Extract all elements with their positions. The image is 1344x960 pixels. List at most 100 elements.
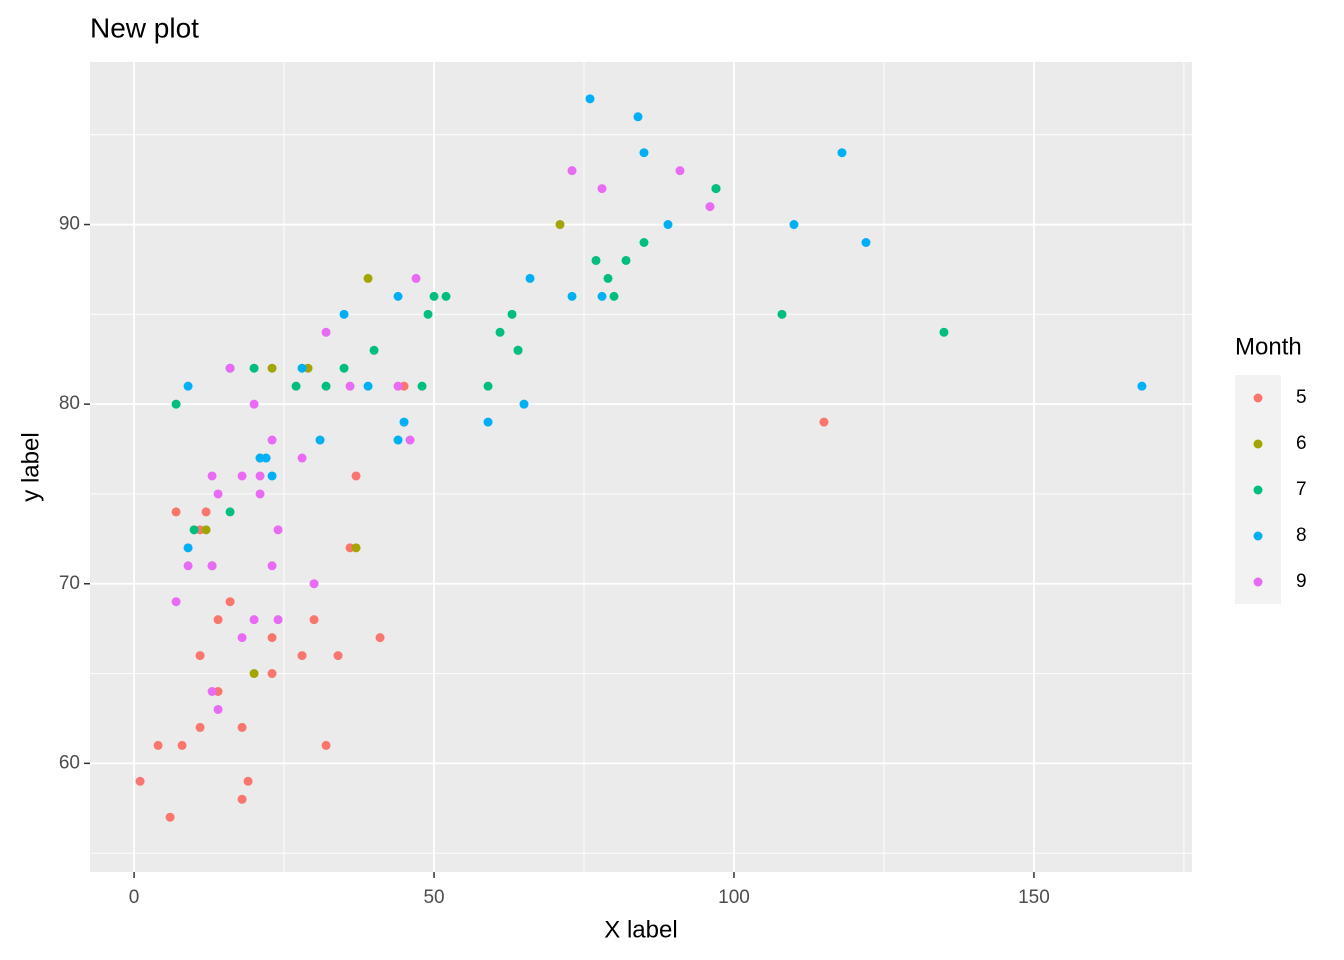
point bbox=[519, 399, 529, 409]
point bbox=[423, 309, 433, 319]
point bbox=[237, 471, 247, 481]
point bbox=[351, 471, 361, 481]
point bbox=[195, 651, 205, 661]
legend-marker bbox=[1253, 531, 1263, 541]
x-tick-label: 0 bbox=[129, 887, 140, 908]
legend-marker bbox=[1253, 577, 1263, 587]
point bbox=[675, 166, 685, 176]
point bbox=[321, 740, 331, 750]
point bbox=[369, 345, 379, 355]
x-tick-label: 150 bbox=[1018, 887, 1050, 908]
point bbox=[213, 704, 223, 714]
point bbox=[207, 561, 217, 571]
point bbox=[483, 417, 493, 427]
point bbox=[309, 615, 319, 625]
point bbox=[243, 776, 253, 786]
point bbox=[939, 327, 949, 337]
point bbox=[273, 525, 283, 535]
point bbox=[609, 291, 619, 301]
point bbox=[837, 148, 847, 158]
point bbox=[225, 363, 235, 373]
point bbox=[297, 453, 307, 463]
point bbox=[513, 345, 523, 355]
point bbox=[339, 309, 349, 319]
point bbox=[639, 148, 649, 158]
legend-label: 5 bbox=[1296, 387, 1307, 408]
point bbox=[483, 381, 493, 391]
point bbox=[153, 740, 163, 750]
point bbox=[633, 112, 643, 122]
point bbox=[225, 597, 235, 607]
point bbox=[1137, 381, 1147, 391]
legend-marker bbox=[1253, 393, 1263, 403]
point bbox=[597, 184, 607, 194]
chart-title: New plot bbox=[90, 12, 199, 43]
point bbox=[861, 237, 871, 247]
point bbox=[267, 669, 277, 679]
point bbox=[321, 381, 331, 391]
point bbox=[819, 417, 829, 427]
point bbox=[183, 543, 193, 553]
point bbox=[189, 525, 199, 535]
panel bbox=[90, 62, 1192, 872]
point bbox=[339, 363, 349, 373]
point bbox=[525, 273, 535, 283]
point bbox=[213, 615, 223, 625]
point bbox=[135, 776, 145, 786]
legend-title: Month bbox=[1235, 333, 1302, 360]
y-tick-label: 70 bbox=[59, 573, 80, 594]
point bbox=[207, 471, 217, 481]
point bbox=[507, 309, 517, 319]
point bbox=[393, 435, 403, 445]
point bbox=[291, 381, 301, 391]
point bbox=[225, 507, 235, 517]
y-axis-label: y label bbox=[17, 432, 44, 501]
point bbox=[363, 273, 373, 283]
point bbox=[237, 722, 247, 732]
point bbox=[267, 561, 277, 571]
point bbox=[411, 273, 421, 283]
point bbox=[267, 633, 277, 643]
point bbox=[309, 579, 319, 589]
point bbox=[249, 669, 259, 679]
y-tick-label: 60 bbox=[59, 752, 80, 773]
point bbox=[171, 507, 181, 517]
point bbox=[237, 794, 247, 804]
x-tick-label: 100 bbox=[718, 887, 750, 908]
point bbox=[417, 381, 427, 391]
point bbox=[393, 381, 403, 391]
point bbox=[237, 633, 247, 643]
point bbox=[495, 327, 505, 337]
point bbox=[297, 651, 307, 661]
point bbox=[321, 327, 331, 337]
point bbox=[249, 399, 259, 409]
point bbox=[585, 94, 595, 104]
point bbox=[333, 651, 343, 661]
point bbox=[375, 633, 385, 643]
point bbox=[267, 471, 277, 481]
point bbox=[195, 722, 205, 732]
point bbox=[267, 435, 277, 445]
point bbox=[267, 363, 277, 373]
point bbox=[315, 435, 325, 445]
point bbox=[399, 417, 409, 427]
legend-label: 7 bbox=[1296, 479, 1307, 500]
y-tick-label: 80 bbox=[59, 393, 80, 414]
point bbox=[789, 220, 799, 230]
point bbox=[255, 471, 265, 481]
point bbox=[711, 184, 721, 194]
point bbox=[255, 489, 265, 499]
point bbox=[621, 255, 631, 265]
point bbox=[777, 309, 787, 319]
point bbox=[345, 381, 355, 391]
point bbox=[555, 220, 565, 230]
point bbox=[597, 291, 607, 301]
point bbox=[201, 507, 211, 517]
point bbox=[177, 740, 187, 750]
x-tick-label: 50 bbox=[423, 887, 444, 908]
legend-marker bbox=[1253, 485, 1263, 495]
point bbox=[213, 489, 223, 499]
point bbox=[363, 381, 373, 391]
point bbox=[183, 561, 193, 571]
x-axis-label: X label bbox=[604, 916, 677, 943]
